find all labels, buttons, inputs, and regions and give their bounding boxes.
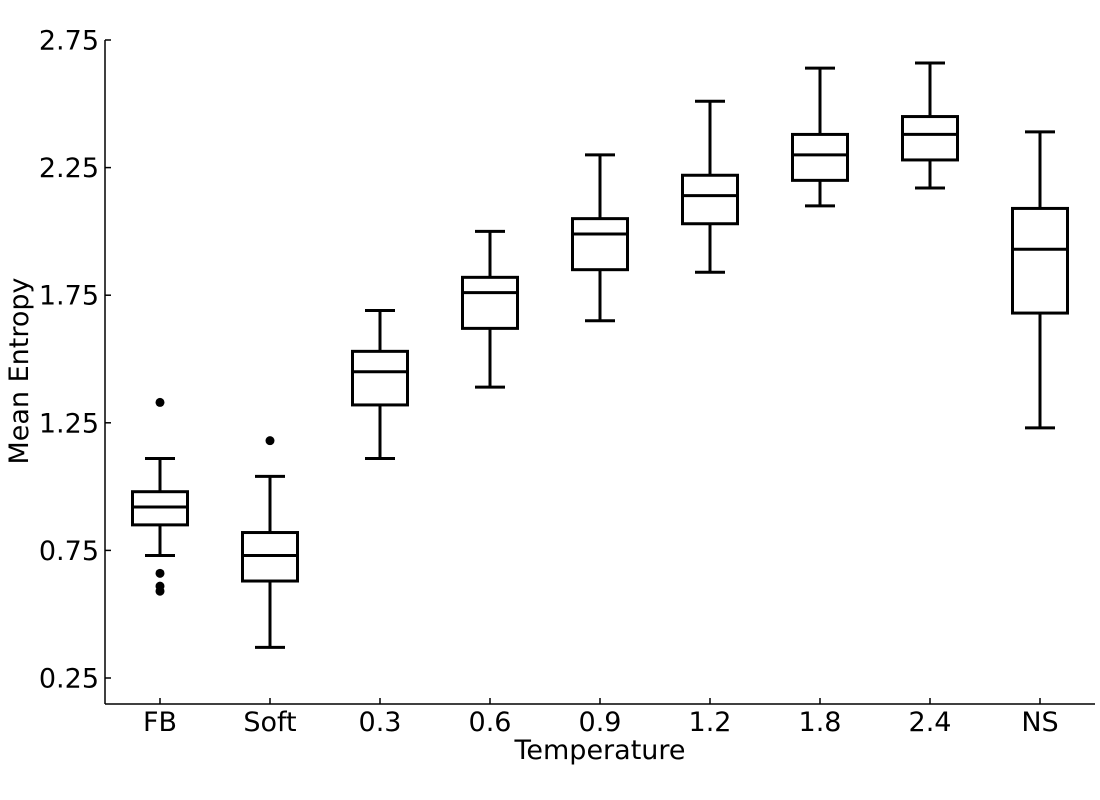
box-0-6 [461,229,519,389]
box-iqr [681,173,739,226]
outlier-point [265,436,275,446]
outlier-point [155,397,165,407]
x-tick-label: 0.9 [579,707,622,738]
x-tick-label: Soft [243,707,296,738]
outlier-point [155,586,165,596]
box-Soft [241,436,299,649]
box-iqr [461,275,519,330]
box-0-9 [571,153,629,323]
x-tick-label: NS [1021,707,1058,738]
x-axis-ticks: FB Soft 0.3 0.6 0.9 1.2 1.8 2.4 NS [143,698,1059,738]
x-axis-title: Temperature [513,735,685,766]
box-iqr [1011,206,1069,315]
y-tick-label: 0.25 [39,664,99,695]
box-iqr [571,217,629,272]
box-series [131,61,1069,649]
box-iqr [351,349,409,407]
box-FB [131,397,189,596]
y-tick-label: 2.25 [39,153,99,184]
x-tick-label: 1.2 [689,707,732,738]
x-tick-label: 0.3 [359,707,402,738]
x-tick-label: 2.4 [909,707,952,738]
box-2-4 [901,61,959,190]
axes [104,40,1095,705]
box-1-2 [681,99,739,274]
box-NS [1011,130,1069,430]
y-axis-ticks: 0.25 0.75 1.25 1.75 2.25 2.75 [39,26,111,695]
y-axis-title: Mean Entropy [4,277,35,464]
outlier-point [155,568,165,578]
y-tick-label: 0.75 [39,536,99,567]
box-0-3 [351,309,409,461]
box-1-8 [791,66,849,208]
y-tick-label: 2.75 [39,26,99,57]
box-iqr [901,115,959,162]
y-tick-label: 1.25 [39,408,99,439]
x-tick-label: 1.8 [799,707,842,738]
y-tick-label: 1.75 [39,281,99,312]
x-tick-label: 0.6 [469,707,512,738]
x-tick-label: FB [143,707,177,738]
box-iqr [791,132,849,182]
